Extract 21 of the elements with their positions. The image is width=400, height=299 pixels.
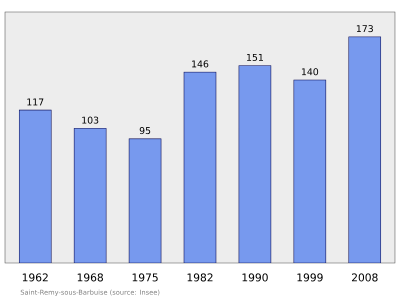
- x-tick-label: 1982: [188, 273, 212, 282]
- bar: [18, 110, 52, 263]
- data-label: 140: [302, 68, 318, 76]
- data-label: 151: [247, 54, 263, 61]
- x-tick-label: 1962: [22, 273, 48, 282]
- bar: [348, 36, 382, 263]
- bar: [128, 138, 162, 263]
- bar: [74, 128, 106, 263]
- bar: [184, 72, 216, 263]
- x-tick-label: 1975: [132, 273, 158, 282]
- x-tick-label: 1999: [297, 273, 323, 282]
- x-tick-label: 1990: [242, 273, 268, 282]
- data-label: 173: [356, 25, 373, 32]
- data-label: 146: [192, 60, 208, 68]
- x-tick-label: 2008: [352, 273, 378, 282]
- data-label: 117: [27, 98, 44, 106]
- bar: [238, 65, 272, 263]
- bar: [294, 80, 326, 263]
- data-label: 103: [82, 116, 98, 124]
- data-label: 95: [140, 127, 150, 134]
- x-tick-label: 1968: [78, 273, 103, 282]
